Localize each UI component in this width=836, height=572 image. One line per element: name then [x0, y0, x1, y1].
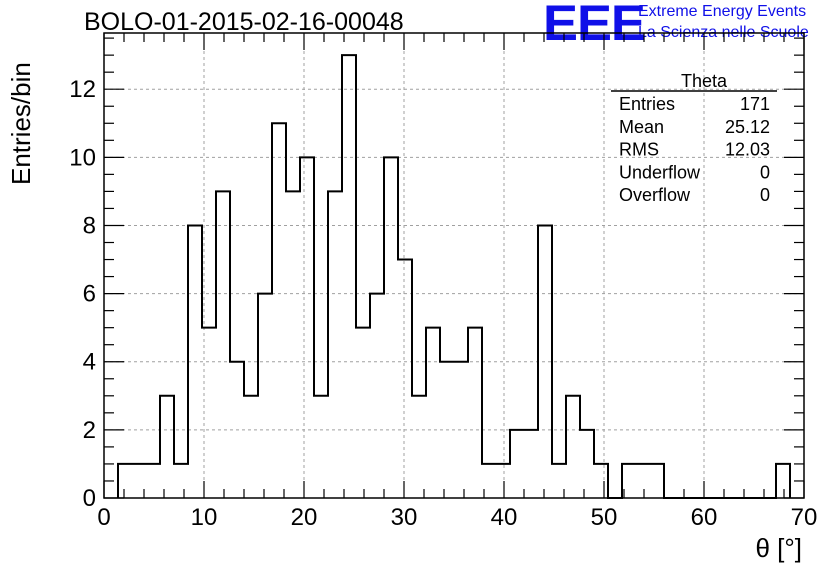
axis-ticks: [103, 33, 805, 499]
stats-value: 12.03: [725, 140, 770, 160]
histogram-step-line: [117, 54, 791, 499]
y-tick-label: 6: [83, 281, 96, 308]
x-axis-label: θ [°]: [755, 533, 802, 563]
y-tick-label: 12: [69, 76, 96, 103]
x-tick-label: 60: [691, 504, 718, 531]
y-tick-label: 2: [83, 417, 96, 444]
x-tick-label: 0: [97, 504, 110, 531]
x-tick-label: 20: [291, 504, 318, 531]
x-tick-label: 30: [391, 504, 418, 531]
y-tick-label: 10: [69, 144, 96, 171]
stats-label: Mean: [619, 117, 664, 137]
stats-label: Underflow: [619, 162, 701, 182]
grid-lines: [104, 33, 804, 498]
stats-value: 171: [740, 94, 770, 114]
x-tick-label: 40: [491, 504, 518, 531]
stats-title: Theta: [681, 71, 728, 91]
stats-value: 0: [760, 162, 770, 182]
y-tick-label: 0: [83, 485, 96, 512]
plot-frame: [103, 32, 805, 499]
tick-labels: 0 10 20 30 40 50 60 70 0 2 4 6 8 10 12: [69, 76, 817, 531]
histogram-title: BOLO-01-2015-02-16-00048: [84, 8, 404, 36]
stats-value: 0: [760, 185, 770, 205]
x-tick-label: 70: [791, 504, 818, 531]
x-tick-label: 10: [191, 504, 218, 531]
y-tick-label: 8: [83, 212, 96, 239]
stats-label: Overflow: [619, 185, 691, 205]
eee-logo: EEE: [543, 0, 646, 51]
y-tick-label: 4: [83, 349, 96, 376]
stats-label: Entries: [619, 94, 675, 114]
stats-box: Theta Entries 171 Mean 25.12 RMS 12.03 Underflo…: [611, 71, 777, 205]
stats-value: 25.12: [725, 117, 770, 137]
x-tick-label: 50: [591, 504, 618, 531]
org-name-line1: Extreme Energy Events: [638, 3, 807, 20]
stats-label: RMS: [619, 140, 659, 160]
